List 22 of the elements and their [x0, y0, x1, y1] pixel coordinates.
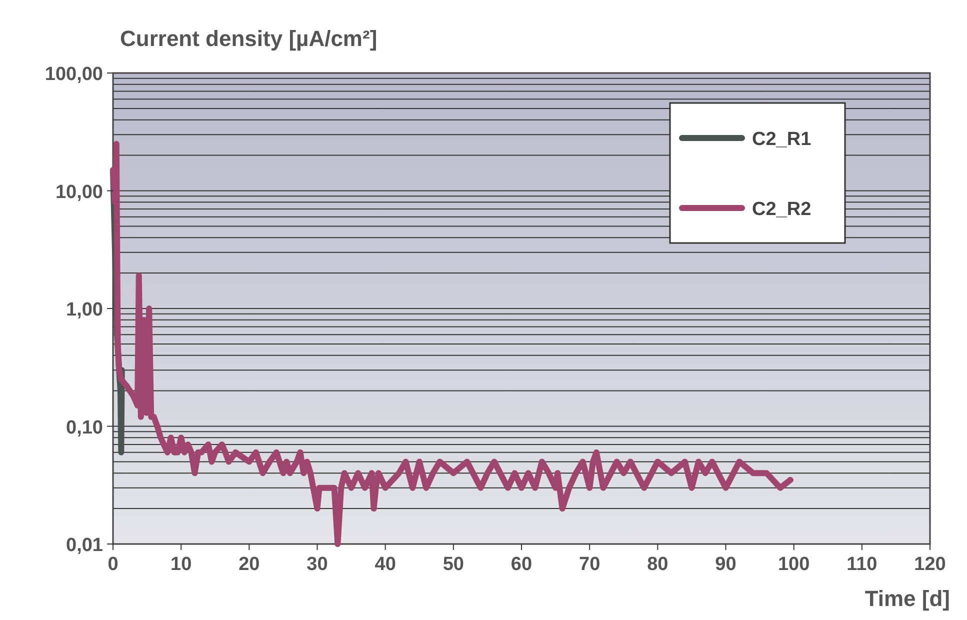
x-tick-label: 50 — [442, 554, 464, 575]
x-tick-label: 40 — [374, 554, 396, 575]
y-tick-label: 100,00 — [44, 64, 103, 85]
x-tick-label: 90 — [715, 554, 736, 575]
x-axis-title: Time [d] — [864, 586, 950, 611]
x-tick-label: 30 — [306, 554, 328, 575]
x-tick-label: 0 — [108, 554, 118, 575]
y-tick-label: 0,10 — [66, 417, 103, 438]
y-tick-label: 0,01 — [66, 535, 104, 556]
x-tick-label: 120 — [914, 554, 946, 575]
y-tick-label: 10,00 — [55, 182, 103, 203]
x-tick-label: 70 — [579, 554, 600, 575]
legend-label: C2_R2 — [752, 199, 812, 220]
y-axis-title: Current density [µA/cm²] — [120, 26, 378, 51]
x-tick-label: 60 — [510, 554, 532, 575]
legend-label: C2_R1 — [752, 129, 812, 150]
x-tick-label: 110 — [846, 554, 878, 575]
x-tick-label: 10 — [170, 554, 192, 575]
x-tick-label: 20 — [238, 554, 260, 575]
x-tick-label: 100 — [778, 554, 810, 575]
y-tick-label: 1,00 — [66, 300, 103, 320]
x-tick-label: 80 — [647, 554, 668, 575]
